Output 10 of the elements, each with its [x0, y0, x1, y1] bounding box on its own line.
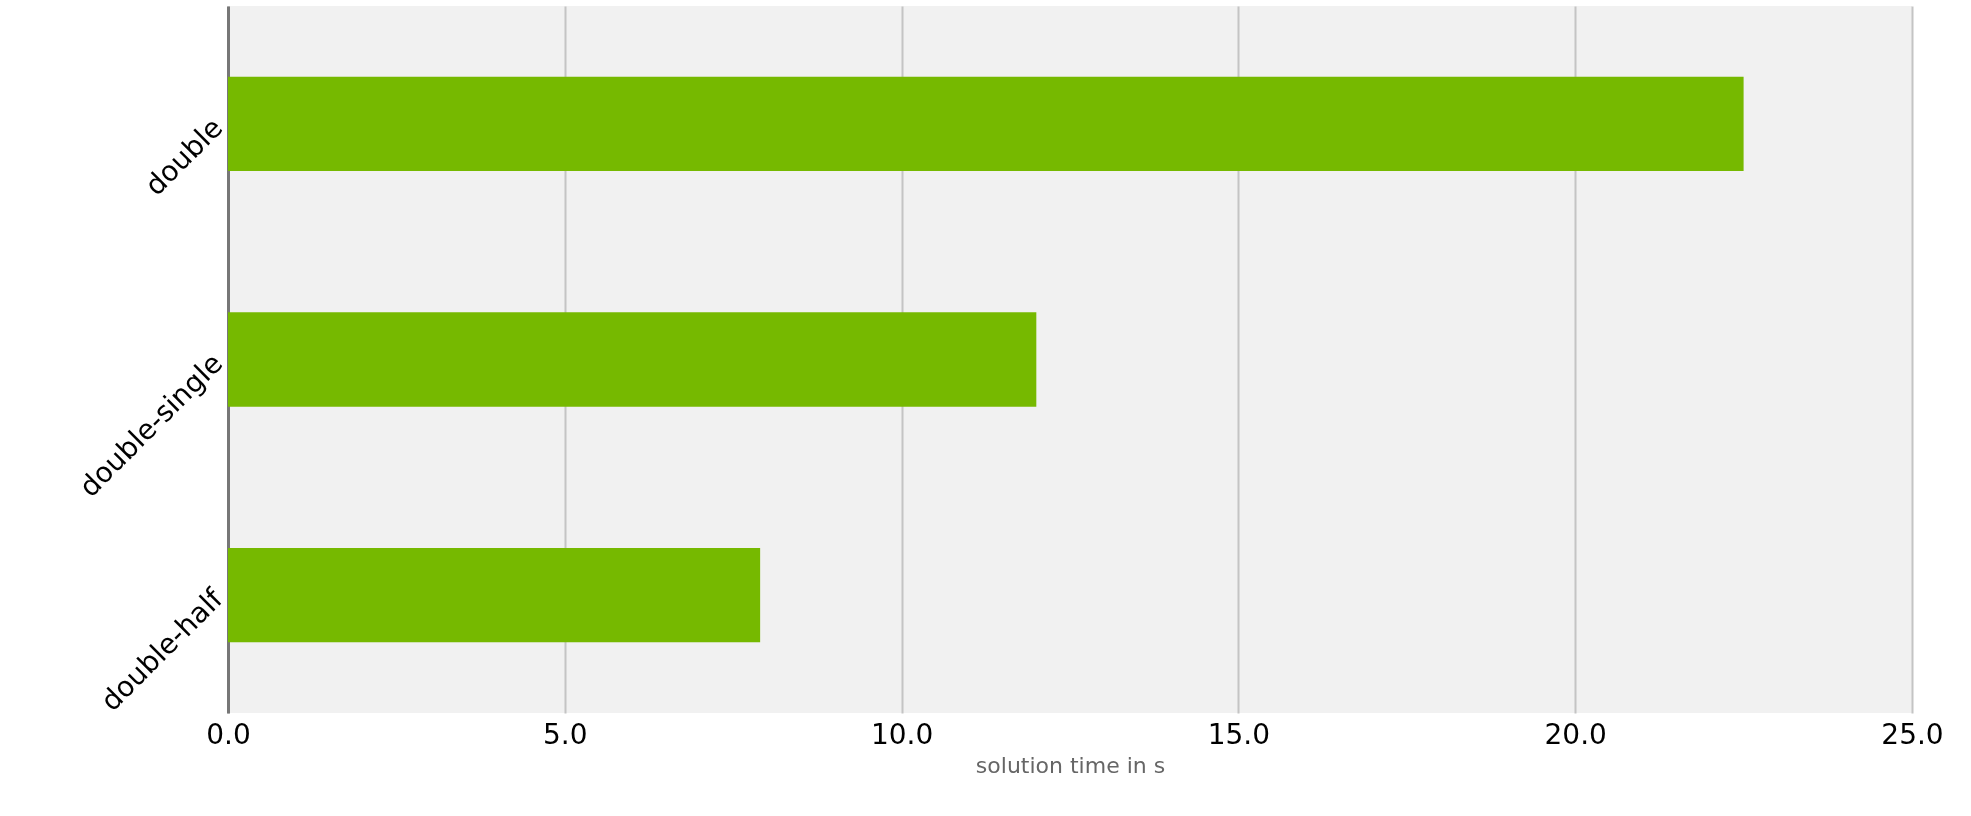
x-axis-title: solution time in s: [975, 752, 1166, 778]
x-tick-label: 5.0: [543, 717, 588, 751]
x-tick-label: 0.0: [206, 717, 251, 751]
x-tick-label: 20.0: [1544, 717, 1607, 751]
bar: [228, 312, 1037, 407]
x-tick-label: 15.0: [1207, 717, 1271, 751]
x-tick-label: 10.0: [870, 717, 934, 751]
x-tick-label: 25.0: [1881, 717, 1944, 751]
bar: [228, 76, 1744, 171]
bar: [228, 548, 761, 643]
